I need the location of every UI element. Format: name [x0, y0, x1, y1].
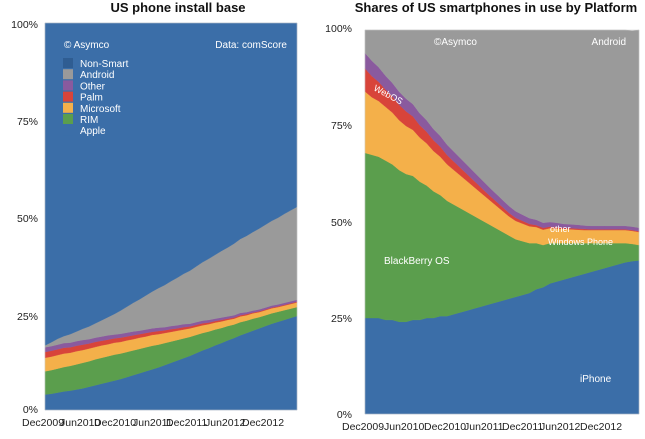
r-xtick-3: Jun2011: [464, 421, 504, 433]
install-base-title: US phone install base: [110, 0, 245, 15]
l-xtick-3: Jun2011: [133, 417, 173, 429]
legend-label-non-smart: Non-Smart: [80, 59, 129, 70]
legend-label-palm: Palm: [80, 93, 103, 104]
r-ytick-50: 50%: [331, 217, 352, 229]
r-ytick-75: 75%: [331, 120, 352, 132]
install-base-x-ticks: Dec2009 Jun2010 Dec2010 Jun2011 Dec2011 …: [22, 417, 284, 429]
l-ytick-75: 75%: [17, 116, 38, 128]
platform-share-areas: [364, 29, 640, 415]
l-ytick-0: 0%: [23, 404, 38, 416]
install-base-y-ticks: 0% 25% 50% 75% 100%: [11, 19, 38, 416]
legend-swatch-non-smart: [63, 58, 73, 68]
legend-label-rim: RIM: [80, 115, 98, 126]
legend-label-microsoft: Microsoft: [80, 104, 121, 115]
l-ytick-50: 50%: [17, 213, 38, 225]
platform-share-chart: Shares of US smartphones in use by Platf…: [325, 0, 640, 433]
install-base-chart: US phone install base 0% 25% 50% 75% 100…: [11, 0, 298, 429]
platform-share-frame: [364, 29, 640, 415]
legend-swatch-palm: [63, 91, 73, 102]
l-xtick-6: Dec2012: [242, 417, 284, 429]
platform-share-y-ticks: 0% 25% 50% 75% 100%: [325, 23, 352, 421]
l-xtick-1: Jun2010: [60, 417, 100, 429]
l-xtick-2: Dec2010: [94, 417, 136, 429]
asymco-watermark: ©Asymco: [434, 37, 477, 48]
r-xtick-4: Dec2011: [502, 421, 543, 433]
legend-swatch-android: [63, 69, 73, 80]
legend-swatch-other: [63, 80, 73, 91]
l-xtick-4: Dec2011: [166, 417, 207, 429]
l-xtick-0: Dec2009: [22, 417, 64, 429]
r-xtick-2: Dec2010: [424, 421, 466, 433]
legend-label-android: Android: [80, 70, 114, 81]
install-base-legend: Non-SmartAndroidOtherPalmMicrosoftRIMApp…: [63, 58, 129, 137]
r-xtick-0: Dec2009: [342, 421, 384, 433]
l-ytick-100: 100%: [11, 19, 38, 31]
r-xtick-5: Jun2012: [540, 421, 580, 433]
r-ytick-25: 25%: [331, 313, 352, 325]
comscore-credit: Data: comScore: [215, 40, 287, 51]
blackberry-area-label: BlackBerry OS: [384, 256, 450, 267]
r-ytick-0: 0%: [337, 409, 352, 421]
platform-share-x-ticks: Dec2009 Jun2010 Dec2010 Jun2011 Dec2011 …: [342, 421, 622, 433]
legend-swatch-rim: [63, 114, 73, 124]
other-area-label: other: [550, 224, 571, 234]
android-area-label: Android: [592, 37, 626, 48]
legend-label-other: Other: [80, 81, 106, 92]
iphone-area-label: iPhone: [580, 374, 612, 385]
r-xtick-6: Dec2012: [580, 421, 622, 433]
legend-label-apple: Apple: [80, 126, 106, 137]
platform-share-title: Shares of US smartphones in use by Platf…: [355, 0, 637, 15]
r-xtick-1: Jun2010: [384, 421, 424, 433]
legend-swatch-microsoft: [63, 102, 73, 113]
r-ytick-100: 100%: [325, 23, 352, 35]
l-xtick-5: Jun2012: [205, 417, 245, 429]
l-ytick-25: 25%: [17, 311, 38, 323]
windows-phone-area-label: Windows Phone: [548, 237, 613, 247]
install-base-frame: [44, 22, 298, 411]
asymco-credit: © Asymco: [64, 40, 110, 51]
legend-swatch-apple: [63, 125, 73, 136]
